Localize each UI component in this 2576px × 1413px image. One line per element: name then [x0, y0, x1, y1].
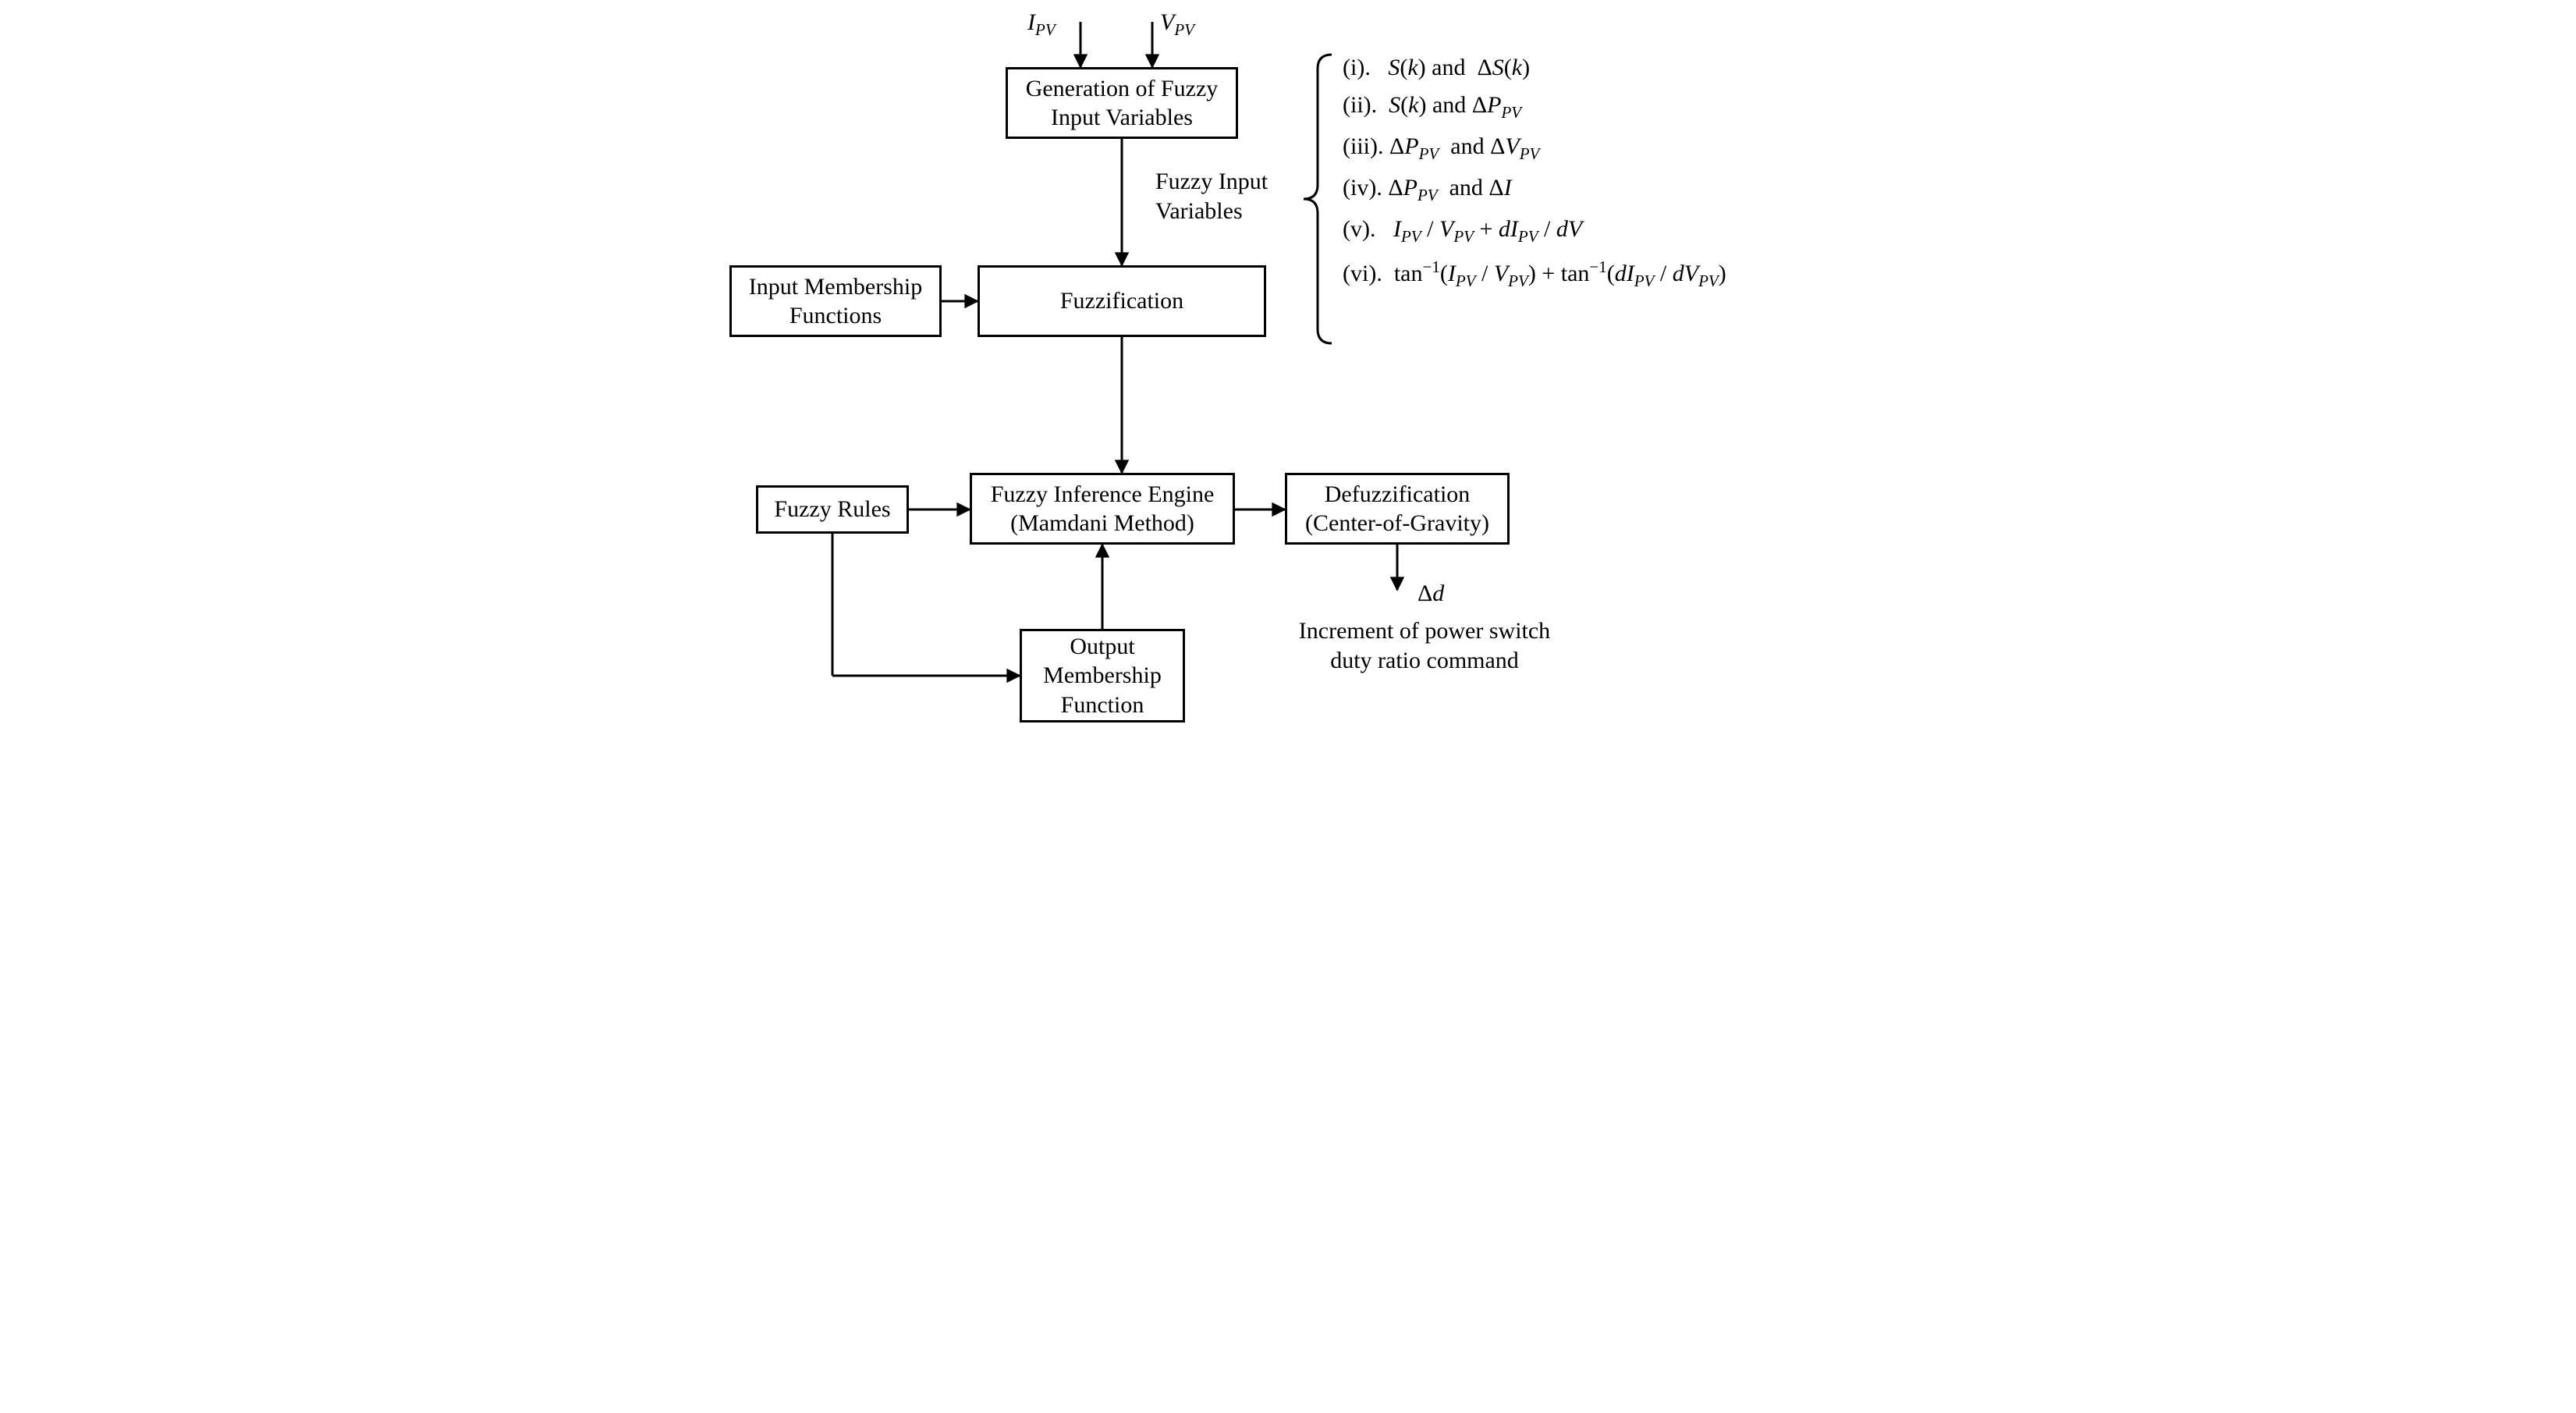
- brace-item: (iii). ΔPPV and ΔVPV: [1343, 133, 1842, 164]
- node-fuzzy-rules: Fuzzy Rules: [756, 485, 909, 534]
- brace-item: (i). S(k) and ΔS(k): [1343, 55, 1842, 81]
- input-ipv-label: IPV: [1027, 8, 1056, 40]
- brace-item-list: (i). S(k) and ΔS(k) (ii). S(k) and ΔPPV (i…: [1343, 55, 1842, 302]
- node-output-mf: OutputMembershipFunction: [1020, 629, 1185, 722]
- label-increment-text: Increment of power switchduty ratio comm…: [1280, 616, 1569, 675]
- node-generation: Generation of FuzzyInput Variables: [1006, 67, 1238, 139]
- label-delta-d: Δd: [1418, 579, 1444, 609]
- node-fuzzification: Fuzzification: [978, 265, 1266, 337]
- brace-item: (v). IPV / VPV + dIPV / dV: [1343, 216, 1842, 247]
- brace-item: (iv). ΔPPV and ΔI: [1343, 175, 1842, 205]
- input-vpv-label: VPV: [1160, 8, 1194, 40]
- brace-item: (vi). tan−1(IPV / VPV) + tan−1(dIPV / dV…: [1343, 257, 1842, 291]
- node-inference: Fuzzy Inference Engine(Mamdani Method): [970, 473, 1235, 545]
- brace-item: (ii). S(k) and ΔPPV: [1343, 92, 1842, 122]
- label-fuzzy-input-vars: Fuzzy InputVariables: [1155, 167, 1319, 225]
- diagram-canvas: IPV VPV Generation of FuzzyInput Variabl…: [719, 0, 1857, 765]
- node-defuzzification: Defuzzification(Center-of-Gravity): [1285, 473, 1510, 545]
- node-input-mf: Input MembershipFunctions: [729, 265, 942, 337]
